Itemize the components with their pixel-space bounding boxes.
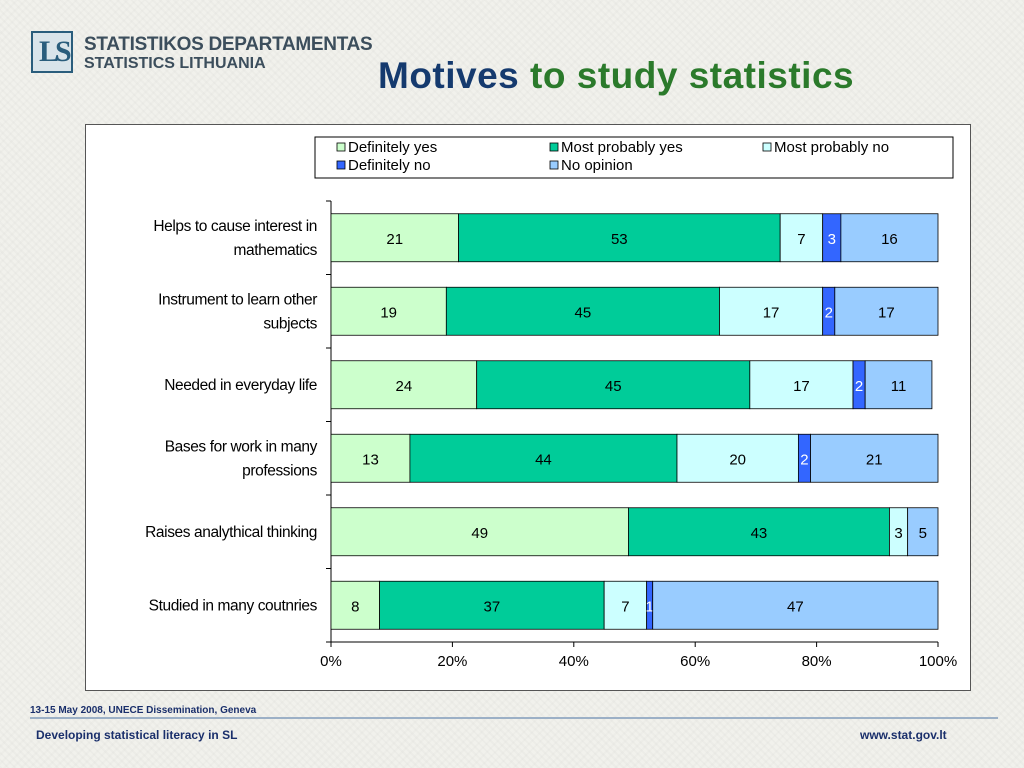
- legend-label-4: Definitely no: [348, 157, 431, 174]
- data-label: 45: [605, 378, 622, 395]
- data-label: 21: [866, 451, 883, 468]
- category-label-5: Raises analythical thinking: [145, 524, 317, 541]
- legend-swatch-3: [762, 142, 772, 152]
- bar-segment: [749, 360, 854, 410]
- x-tick-label-0: 0%: [320, 653, 342, 670]
- data-label: 7: [797, 231, 805, 248]
- data-label: 44: [535, 451, 552, 468]
- data-label: 2: [825, 304, 833, 321]
- data-label: 17: [793, 378, 810, 395]
- category-label-1: Helps to cause interest in mathematics: [153, 218, 317, 259]
- footer-caption: Developing statistical literacy in SL: [36, 728, 238, 742]
- bar-segment: [379, 580, 605, 630]
- data-label: 7: [621, 598, 629, 615]
- legend-swatch-2: [549, 142, 559, 152]
- category-label-line: mathematics: [234, 242, 318, 259]
- category-label-line: Raises analythical thinking: [145, 524, 317, 541]
- data-label: 49: [471, 525, 488, 542]
- footer-divider: [30, 717, 998, 719]
- category-label-2: Instrument to learn other subjects: [158, 291, 318, 332]
- bar-segment: [330, 507, 629, 557]
- category-label-line: Studied in many coutnries: [149, 597, 318, 614]
- data-label: 20: [729, 451, 746, 468]
- data-label: 17: [763, 304, 780, 321]
- bar-segment: [907, 507, 939, 557]
- bar-segment: [330, 580, 380, 630]
- legend-box: [314, 136, 954, 179]
- data-label: 37: [484, 598, 501, 615]
- data-label: 47: [787, 598, 804, 615]
- category-label-line: Bases for work in many: [165, 438, 318, 455]
- category-label-6: Studied in many coutnries: [149, 597, 318, 614]
- org-name-en: STATISTICS LITHUANIA: [84, 55, 266, 72]
- bar-segment: [330, 286, 447, 336]
- legend-label-2: Most probably yes: [561, 139, 683, 156]
- bar-segment: [628, 507, 890, 557]
- data-label: 21: [386, 231, 403, 248]
- data-label: 16: [881, 231, 898, 248]
- bar-segment: [676, 433, 799, 483]
- bar-segment: [840, 213, 939, 263]
- data-label: 24: [395, 378, 412, 395]
- legend-label-3: Most probably no: [774, 139, 889, 156]
- bar-segment: [409, 433, 678, 483]
- x-tick-label-2: 40%: [559, 653, 589, 670]
- category-label-line: Helps to cause interest in: [153, 218, 317, 235]
- bar-segment: [719, 286, 824, 336]
- category-label-3: Needed in everyday life: [164, 377, 317, 394]
- x-tick-label-1: 20%: [437, 653, 467, 670]
- legend-label-5: No opinion: [561, 157, 633, 174]
- title-part-1: Motives: [378, 55, 520, 96]
- data-label: 45: [575, 304, 592, 321]
- data-label: 53: [611, 231, 628, 248]
- logo-letters: LS: [39, 35, 72, 68]
- bar-segment: [476, 360, 751, 410]
- bar-segment: [445, 286, 720, 336]
- legend-swatch-4: [336, 160, 346, 170]
- bar-segment: [810, 433, 939, 483]
- data-label: 8: [351, 598, 359, 615]
- x-tick-label-4: 80%: [802, 653, 832, 670]
- title-part-2: to study statistics: [519, 55, 855, 96]
- bar-segment: [834, 286, 939, 336]
- footer-date-event: 13-15 May 2008, UNECE Dissemination, Gen…: [30, 705, 257, 716]
- category-label-line: professions: [242, 462, 318, 479]
- x-tick-label-3: 60%: [680, 653, 710, 670]
- data-label: 1: [646, 598, 654, 615]
- legend-swatch-5: [549, 160, 559, 170]
- data-label: 2: [855, 378, 863, 395]
- data-label: 13: [362, 451, 379, 468]
- bar-segment: [864, 360, 933, 410]
- bar-segment: [603, 580, 648, 630]
- x-tick-label-5: 100%: [919, 653, 957, 670]
- data-label: 3: [828, 231, 836, 248]
- category-label-line: Needed in everyday life: [164, 377, 317, 394]
- logo: LS: [31, 31, 73, 73]
- data-label: 19: [380, 304, 397, 321]
- page-title: Motives to study statistics: [378, 55, 854, 97]
- bar-segment: [652, 580, 939, 630]
- data-label: 43: [751, 525, 768, 542]
- data-label: 3: [894, 525, 902, 542]
- category-label-line: Instrument to learn other: [158, 291, 317, 308]
- category-label-line: subjects: [263, 315, 317, 332]
- org-name-lt: STATISTIKOS DEPARTAMENTAS: [84, 34, 373, 55]
- footer-website[interactable]: www.stat.gov.lt: [860, 728, 947, 742]
- chart-frame: Definitely yes Most probably yes Most prob…: [85, 124, 971, 691]
- data-label: 17: [878, 304, 895, 321]
- data-label: 5: [919, 525, 927, 542]
- bar-segment: [330, 433, 411, 483]
- bar-segment: [330, 360, 478, 410]
- bar-segment: [779, 213, 824, 263]
- stacked-bar-chart: Definitely yes Most probably yes Most prob…: [145, 136, 957, 670]
- category-label-4: Bases for work in many professions: [165, 438, 318, 479]
- bar-segment: [458, 213, 781, 263]
- data-label: 11: [891, 378, 907, 395]
- data-label: 2: [800, 451, 808, 468]
- legend-swatch-1: [336, 142, 346, 152]
- legend-label-1: Definitely yes: [348, 139, 437, 156]
